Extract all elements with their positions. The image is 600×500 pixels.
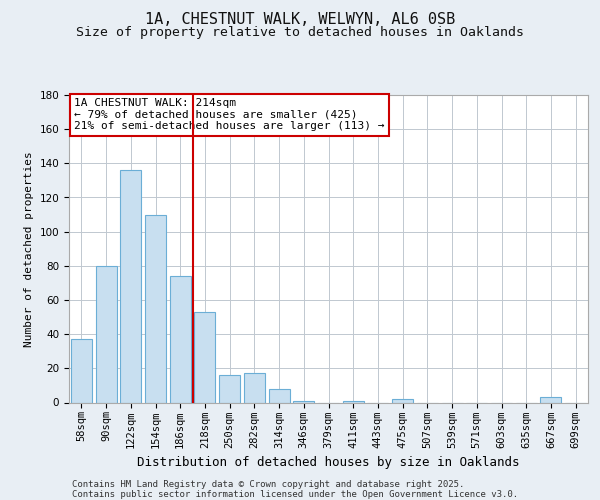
Bar	[392, 399, 413, 402]
Bar	[219, 375, 240, 402]
Bar	[343, 401, 364, 402]
Text: 1A CHESTNUT WALK: 214sqm
← 79% of detached houses are smaller (425)
21% of semi-: 1A CHESTNUT WALK: 214sqm ← 79% of detach…	[74, 98, 385, 132]
X-axis label: Distribution of detached houses by size in Oaklands: Distribution of detached houses by size …	[137, 456, 520, 469]
Text: Contains public sector information licensed under the Open Government Licence v3: Contains public sector information licen…	[72, 490, 518, 499]
Text: 1A, CHESTNUT WALK, WELWYN, AL6 0SB: 1A, CHESTNUT WALK, WELWYN, AL6 0SB	[145, 12, 455, 28]
Bar	[71, 340, 92, 402]
Bar	[120, 170, 141, 402]
Bar	[194, 312, 215, 402]
Bar	[170, 276, 191, 402]
Bar	[95, 266, 116, 402]
Text: Contains HM Land Registry data © Crown copyright and database right 2025.: Contains HM Land Registry data © Crown c…	[72, 480, 464, 489]
Y-axis label: Number of detached properties: Number of detached properties	[24, 151, 34, 346]
Bar	[269, 389, 290, 402]
Bar	[293, 401, 314, 402]
Bar	[145, 214, 166, 402]
Bar	[244, 374, 265, 402]
Text: Size of property relative to detached houses in Oaklands: Size of property relative to detached ho…	[76, 26, 524, 39]
Bar	[541, 398, 562, 402]
